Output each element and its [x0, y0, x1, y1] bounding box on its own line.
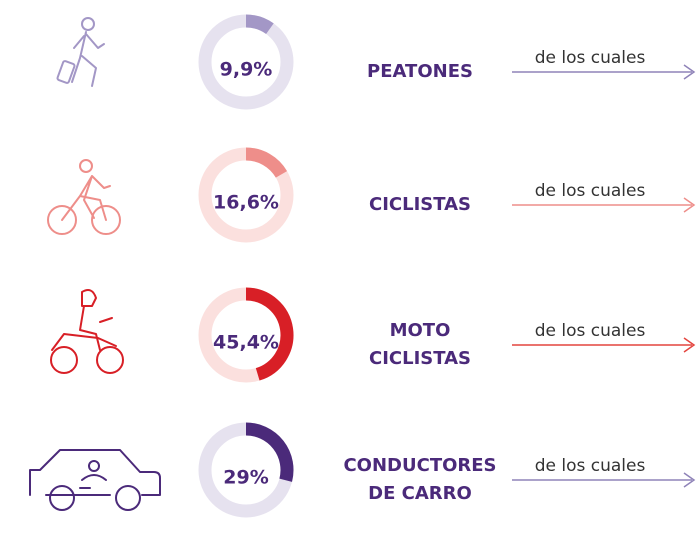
arrow-head — [683, 64, 696, 80]
category-label: MOTO — [390, 320, 451, 341]
donut-arc — [245, 422, 294, 482]
value-label: 16,6% — [213, 192, 279, 214]
value-label: 9,9% — [220, 59, 273, 81]
car-icon — [29, 449, 161, 511]
arrow-head — [683, 337, 696, 353]
value-label: 29% — [223, 467, 268, 489]
category-label: PEATONES — [367, 61, 473, 82]
annotation: de los cuales — [535, 321, 646, 341]
category-label: CICLISTAS — [369, 194, 471, 215]
category-label: CICLISTAS — [369, 348, 471, 369]
annotation: de los cuales — [535, 48, 646, 68]
donut-arc — [245, 147, 288, 178]
category-label: CONDUCTORES — [343, 455, 496, 476]
arrow-head — [683, 472, 696, 488]
annotation: de los cuales — [535, 181, 646, 201]
value-label: 45,4% — [213, 332, 279, 354]
pedestrian-icon — [56, 17, 105, 87]
cyclist-icon — [47, 159, 121, 235]
annotation: de los cuales — [535, 456, 646, 476]
motorcycle-icon — [50, 289, 124, 374]
donut-arc — [245, 14, 274, 35]
donut-arc — [245, 287, 294, 381]
category-label: DE CARRO — [368, 483, 472, 504]
arrow-head — [683, 197, 696, 213]
